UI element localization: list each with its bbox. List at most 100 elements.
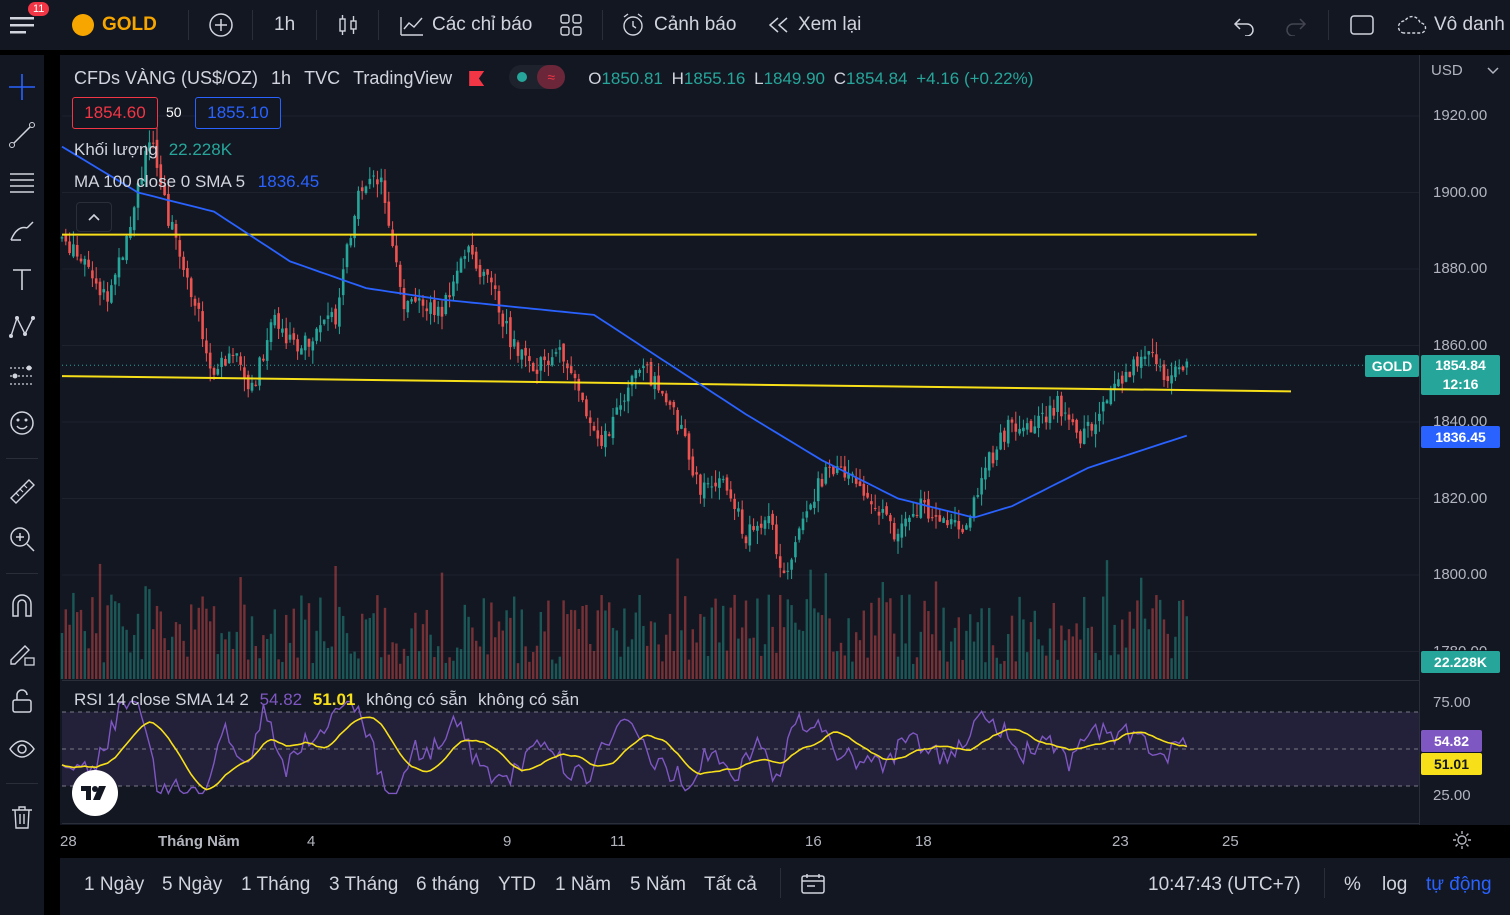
percent-toggle[interactable]: % (1344, 874, 1361, 895)
plus-circle-icon (209, 13, 233, 37)
range-6m[interactable]: 6 tháng (416, 874, 480, 895)
unlock-icon (12, 689, 32, 713)
layout-name-button[interactable]: Vô danh (1396, 0, 1505, 50)
replay-label: Xem lại (798, 14, 862, 35)
remove-drawings-tool[interactable] (6, 801, 38, 833)
auto-scale-toggle[interactable]: tự động (1426, 874, 1492, 895)
bar-countdown: 12:16 (1442, 376, 1479, 392)
text-icon (13, 269, 31, 290)
fullscreen-button[interactable] (1348, 0, 1376, 50)
range-5d[interactable]: 5 Ngày (162, 874, 223, 895)
settings-gear-icon[interactable] (1451, 829, 1473, 851)
clock-timezone[interactable]: 10:47:43 (UTC+7) (1148, 874, 1301, 895)
volume-value: 22.228K (168, 140, 233, 159)
range-1m[interactable]: 1 Tháng (241, 874, 311, 895)
last-price-tag: 1854.84 12:16 (1421, 355, 1500, 395)
range-3m[interactable]: 3 Tháng (329, 874, 399, 895)
time-label-11: 11 (610, 833, 626, 850)
range-1y[interactable]: 1 Năm (555, 874, 611, 895)
hamburger-icon (10, 17, 34, 34)
smiley-icon (10, 411, 34, 435)
rsi-tick-75: 75.00 (1433, 694, 1471, 711)
brush-icon (10, 221, 34, 241)
ma-label: MA 100 close 0 SMA 5 (74, 172, 246, 191)
trendline-tool[interactable] (6, 119, 38, 151)
change-value: +4.16 (+0.22%) (916, 69, 1034, 88)
buy-button[interactable]: 1855.10 (195, 97, 281, 129)
stay-drawing-tool[interactable] (6, 637, 38, 669)
indicators-button[interactable]: Các chỉ báo (398, 0, 532, 50)
range-all[interactable]: Tất cả (704, 874, 757, 895)
compare-button[interactable] (208, 0, 234, 50)
undo-icon (1233, 18, 1254, 36)
range-1d[interactable]: 1 Ngày (84, 874, 145, 895)
time-label-25: 25 (1222, 833, 1239, 850)
brush-tool[interactable] (6, 215, 38, 247)
ma-price-tag: 1836.45 (1421, 426, 1500, 448)
lock-drawings-tool[interactable] (6, 685, 38, 717)
notification-badge: 11 (28, 2, 50, 16)
trash-icon (12, 806, 32, 829)
currency-selector[interactable]: USD (1431, 62, 1463, 79)
high-label: H (671, 69, 684, 88)
volume-legend[interactable]: Khối lượng 22.228K (74, 140, 232, 160)
price-tick: 1860.00 (1433, 336, 1488, 354)
tradingview-logo[interactable] (72, 770, 118, 816)
window-icon (1350, 15, 1374, 35)
volume-tag: 22.228K (1421, 651, 1500, 673)
date-range-icon[interactable] (800, 872, 826, 896)
layouts-button[interactable] (558, 0, 584, 50)
ma-legend[interactable]: MA 100 close 0 SMA 5 1836.45 (74, 172, 319, 192)
indicators-icon (400, 17, 423, 36)
symbol-title[interactable]: CFDs VÀNG (US$/OZ) (74, 68, 259, 88)
legend-provider: TradingView (353, 68, 453, 88)
forecast-tool[interactable] (6, 359, 38, 391)
market-open-icon (517, 72, 528, 82)
text-tool[interactable] (6, 263, 38, 295)
symbol-label: GOLD (102, 14, 157, 35)
indicators-label: Các chỉ báo (432, 14, 533, 35)
magnet-tool[interactable] (6, 589, 38, 621)
interval-button[interactable]: 1h (274, 14, 296, 35)
time-label-23: 23 (1112, 833, 1129, 850)
price-tick: 1840.00 (1433, 413, 1488, 430)
sell-button[interactable]: 1854.60 (72, 97, 158, 129)
hide-drawings-tool[interactable] (6, 733, 38, 765)
undo-button[interactable] (1232, 0, 1258, 50)
time-label-18: 18 (915, 833, 932, 850)
menu-button[interactable] (8, 0, 40, 50)
symbol-tag: GOLD (1365, 355, 1419, 377)
icon-tool[interactable] (6, 407, 38, 439)
rsi-legend[interactable]: RSI 14 close SMA 14 2 54.82 51.01 không … (74, 690, 579, 710)
market-status[interactable]: ≈ (509, 65, 566, 89)
measure-tool[interactable] (6, 475, 38, 507)
chevron-down-icon (1487, 67, 1499, 75)
range-5y[interactable]: 5 Năm (630, 874, 686, 895)
main-legend: CFDs VÀNG (US$/OZ) 1h TVC TradingView ≈ … (74, 65, 1033, 89)
zoom-tool[interactable] (6, 523, 38, 555)
spread-value: 50 (166, 104, 182, 120)
price-tick: 1820.00 (1433, 489, 1488, 507)
replay-button[interactable]: Xem lại (766, 0, 861, 50)
pattern-tool[interactable] (6, 311, 38, 343)
chart-type-button[interactable] (336, 0, 360, 50)
magnet-icon (12, 594, 32, 617)
forecast-icon (10, 365, 34, 385)
cloud-icon (1397, 15, 1427, 34)
redo-button[interactable] (1282, 0, 1308, 50)
alerts-button[interactable]: Cảnh báo (620, 0, 736, 50)
low-label: L (754, 69, 764, 88)
rsi-tick-25: 25.00 (1433, 787, 1471, 804)
log-toggle[interactable]: log (1382, 874, 1408, 895)
range-ytd[interactable]: YTD (498, 874, 536, 895)
pattern-icon (9, 316, 35, 338)
price-tick: 1900.00 (1433, 183, 1488, 201)
time-label-9: 9 (503, 833, 512, 850)
collapse-legend-button[interactable] (76, 202, 112, 232)
flag-icon[interactable] (469, 71, 485, 86)
fib-tool[interactable] (6, 167, 38, 199)
symbol-search-button[interactable]: GOLD (72, 0, 157, 50)
crosshair-tool[interactable] (6, 71, 38, 103)
price-tick: 1920.00 (1433, 107, 1488, 124)
pencil-lock-icon (10, 645, 35, 666)
